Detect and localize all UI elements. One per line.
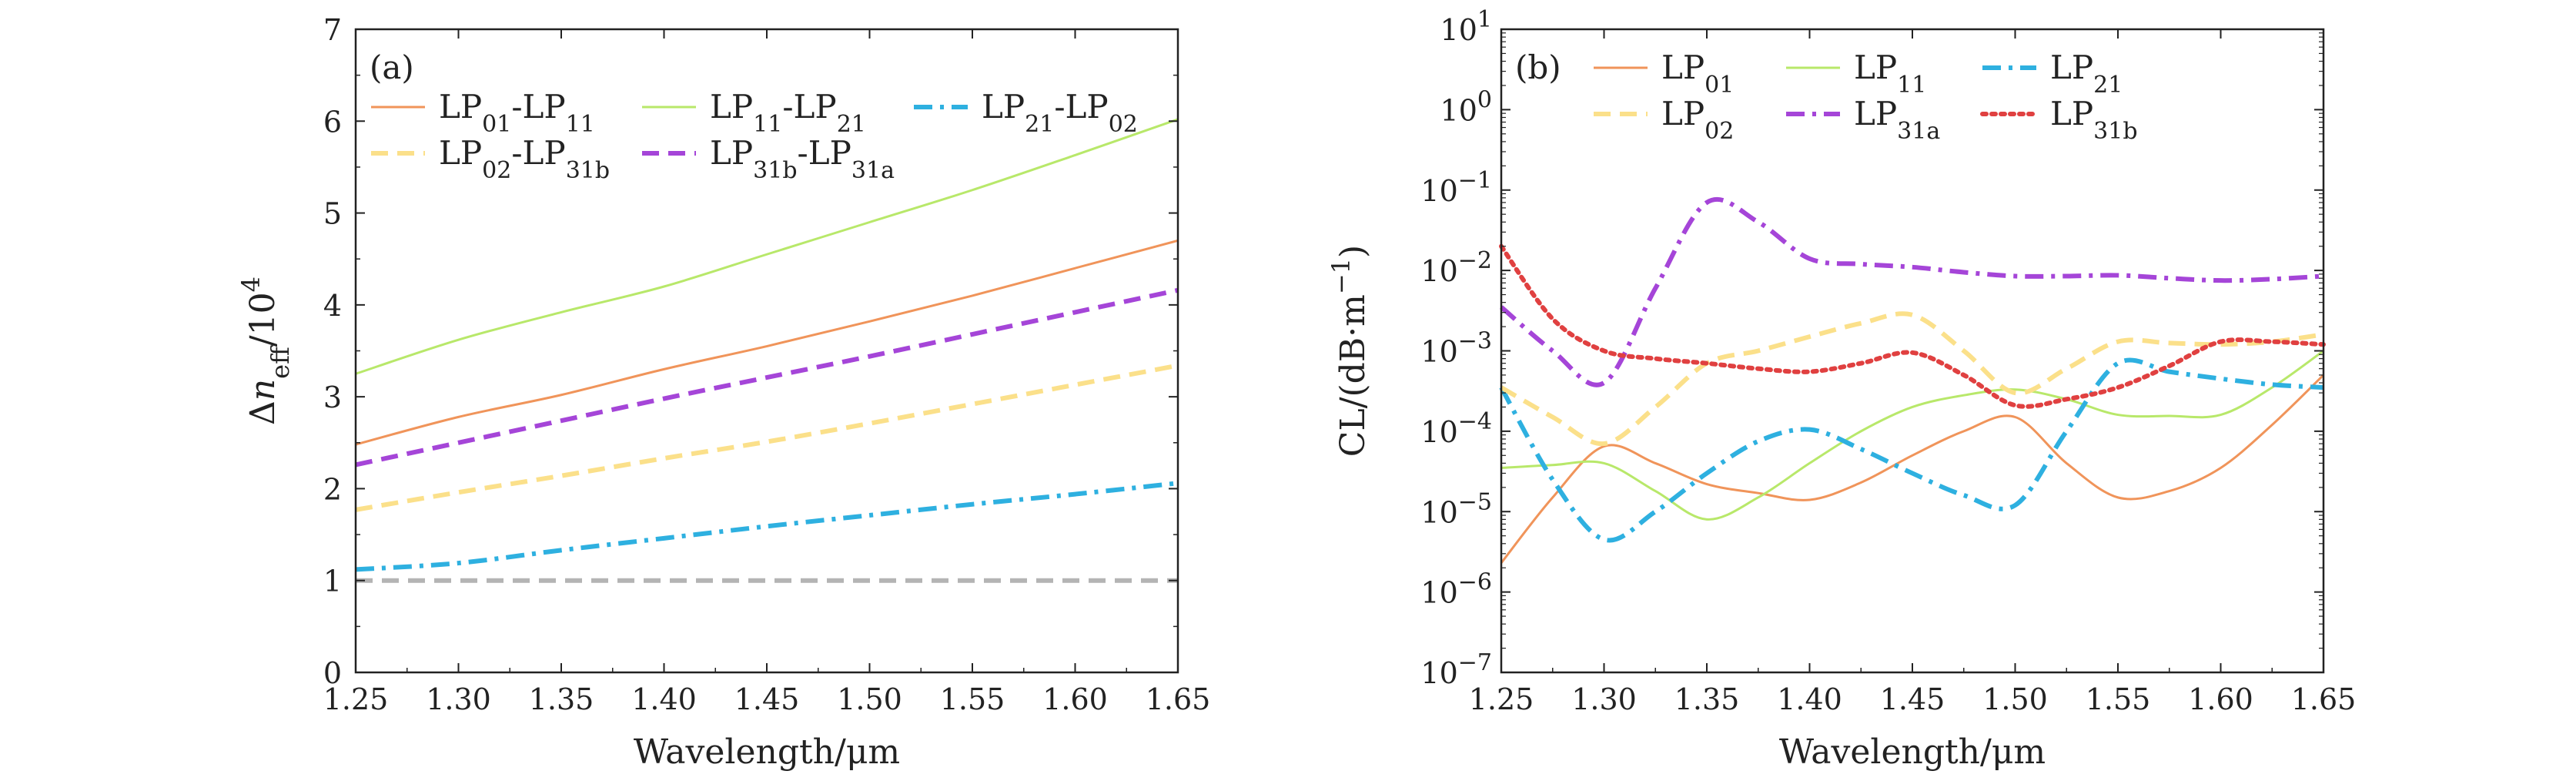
y-axis-label-text: CL/(dB·m−1)	[1326, 245, 1373, 457]
legend-label: LP21-LP02	[982, 88, 1138, 138]
series-line-lp02	[1500, 311, 2324, 447]
y-tick-label: 5	[323, 197, 342, 231]
series-line-lp31b	[1499, 243, 2326, 409]
x-tick-label: 1.50	[1982, 682, 2048, 716]
panel-b-label: (b)	[1515, 49, 1561, 86]
panel-b-series	[1499, 196, 2326, 564]
x-tick-label: 1.65	[1146, 682, 1211, 716]
x-tick-label: 1.25	[1469, 682, 1534, 716]
legend-label: LP02-LP31b	[439, 134, 610, 184]
legend-label: LP01	[1661, 49, 1734, 99]
legend-label: LP21	[2050, 49, 2123, 99]
x-tick-label: 1.60	[1042, 682, 1108, 716]
series-line-lp21	[1499, 357, 2324, 543]
y-tick-label: 7	[323, 13, 342, 47]
y-tick-label: 10−3	[1420, 327, 1492, 369]
y-tick-label: 10−2	[1420, 247, 1492, 289]
x-tick-label: 1.30	[1571, 682, 1637, 716]
x-tick-label: 1.65	[2291, 682, 2357, 716]
legend-label: LP02	[1661, 95, 1734, 145]
panel-a-chart: 1.25 1.30 1.35 1.40 1.45 1.50 1.55 1.60 1.65 0 1 2…	[236, 13, 1210, 772]
legend-label: LP31b-LP31a	[710, 134, 895, 184]
panel-a-y-axis-label: Δneff/104	[236, 277, 295, 425]
panel-b-x-axis-label: Wavelength/μm	[1779, 732, 2046, 772]
panel-a-label: (a)	[370, 49, 414, 86]
panel-a-legend: LP01-LP11 LP11-LP21 LP21-LP02 LP02-LP31b LP3…	[371, 88, 1138, 184]
legend-label: LP11	[1854, 49, 1926, 99]
y-tick-label: 1	[323, 565, 342, 598]
panel-b-chart: 1.25 1.30 1.35 1.40 1.45 1.50 1.55 1.60 1.65 101…	[1326, 6, 2356, 773]
y-tick-label: 10−6	[1420, 568, 1492, 610]
series-line-lp31b-lp31a	[355, 287, 1179, 468]
y-axis-label-text: Δneff/104	[236, 277, 295, 425]
x-tick-label: 1.55	[2086, 682, 2151, 716]
y-tick-label: 0	[323, 656, 342, 690]
panel-b-y-ticks: 101 100 10−1 10−2 10−3 10−4 10−5 10−6 10−7	[1420, 6, 2323, 691]
y-tick-label: 10−4	[1420, 407, 1492, 449]
panel-b-x-ticks: 1.25 1.30 1.35 1.40 1.45 1.50 1.55 1.60 1.65	[1469, 29, 2357, 716]
legend-label: LP31a	[1854, 95, 1940, 145]
y-tick-label: 3	[323, 380, 342, 414]
x-tick-label: 1.35	[1674, 682, 1740, 716]
x-tick-label: 1.40	[1777, 682, 1842, 716]
y-tick-label: 10−5	[1420, 488, 1492, 530]
panel-a-y-ticks: 0 1 2 3 4 5 6 7	[323, 13, 1178, 690]
y-tick-label: 100	[1440, 86, 1492, 128]
panel-a-series	[355, 118, 1179, 583]
panel-a-x-axis-label: Wavelength/μm	[634, 732, 900, 772]
legend-label: LP01-LP11	[439, 88, 595, 138]
x-tick-label: 1.50	[837, 682, 902, 716]
y-tick-label: 6	[323, 105, 342, 139]
y-tick-label: 10−7	[1420, 649, 1492, 691]
y-tick-label: 4	[323, 289, 342, 323]
x-tick-label: 1.25	[323, 682, 389, 716]
series-line-lp01-lp11	[355, 239, 1179, 446]
x-tick-label: 1.45	[1880, 682, 1945, 716]
x-tick-label: 1.45	[734, 682, 800, 716]
series-line-lp02-lp31b	[355, 363, 1179, 512]
legend-label: LP11-LP21	[710, 88, 866, 138]
series-line-lp11-lp21	[355, 118, 1179, 375]
panel-b-y-axis-label: CL/(dB·m−1)	[1326, 245, 1373, 457]
panel-b-legend: LP01 LP11 LP21 LP02 LP31a LP31b	[1594, 49, 2138, 145]
x-tick-label: 1.30	[426, 682, 491, 716]
series-line-lp11	[1500, 350, 2324, 521]
y-tick-label: 2	[323, 472, 342, 506]
x-tick-label: 1.35	[529, 682, 594, 716]
legend-label: LP31b	[2050, 95, 2138, 145]
series-line-lp31a	[1500, 196, 2324, 387]
y-tick-label: 101	[1440, 6, 1492, 48]
x-tick-label: 1.40	[631, 682, 697, 716]
series-line-lp21-lp02	[355, 481, 1179, 572]
x-tick-label: 1.55	[940, 682, 1005, 716]
y-tick-label: 10−1	[1420, 166, 1492, 208]
x-tick-label: 1.60	[2188, 682, 2253, 716]
series-line-lp01	[1500, 374, 2325, 564]
panel-a-x-ticks: 1.25 1.30 1.35 1.40 1.45 1.50 1.55 1.60 1.65	[323, 29, 1211, 716]
